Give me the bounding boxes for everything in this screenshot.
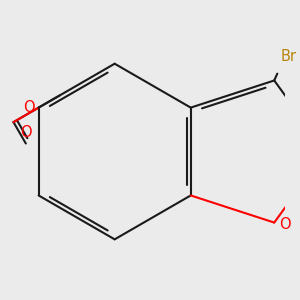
Text: O: O xyxy=(23,100,35,115)
Text: Br: Br xyxy=(280,49,296,64)
Text: O: O xyxy=(280,217,291,232)
Text: O: O xyxy=(20,125,32,140)
